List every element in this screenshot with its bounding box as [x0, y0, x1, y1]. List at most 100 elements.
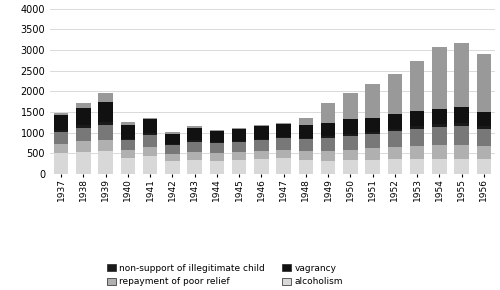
Bar: [165, 132, 180, 134]
Bar: [232, 128, 246, 129]
Bar: [366, 117, 380, 132]
Bar: [143, 147, 158, 156]
Bar: [188, 142, 202, 152]
Bar: [321, 137, 336, 138]
Bar: [165, 154, 180, 161]
Bar: [388, 74, 402, 114]
Bar: [98, 102, 113, 122]
Bar: [232, 142, 246, 152]
Bar: [232, 129, 246, 141]
Bar: [54, 132, 68, 144]
Bar: [54, 113, 68, 115]
Bar: [454, 43, 469, 107]
Bar: [343, 119, 357, 134]
Bar: [254, 151, 268, 159]
Bar: [432, 127, 446, 145]
Bar: [210, 130, 224, 131]
Bar: [98, 93, 113, 102]
Bar: [210, 153, 224, 161]
Bar: [76, 126, 90, 128]
Bar: [232, 141, 246, 142]
Bar: [276, 138, 291, 150]
Bar: [120, 139, 135, 140]
Bar: [298, 118, 313, 125]
Bar: [76, 141, 90, 152]
Bar: [298, 125, 313, 137]
Bar: [165, 145, 180, 154]
Bar: [254, 140, 268, 151]
Bar: [210, 142, 224, 143]
Bar: [321, 161, 336, 174]
Bar: [476, 146, 491, 159]
Legend: non-support of illegitimate child, repayment of poor relief, maladjustment in mu: non-support of illegitimate child, repay…: [104, 261, 406, 290]
Bar: [410, 159, 424, 174]
Bar: [232, 152, 246, 160]
Bar: [432, 47, 446, 109]
Bar: [120, 140, 135, 151]
Bar: [476, 112, 491, 126]
Bar: [54, 144, 68, 153]
Bar: [410, 111, 424, 126]
Bar: [298, 151, 313, 160]
Bar: [254, 125, 268, 126]
Bar: [410, 126, 424, 129]
Bar: [76, 128, 90, 141]
Bar: [188, 126, 202, 128]
Bar: [388, 159, 402, 174]
Bar: [366, 160, 380, 174]
Bar: [454, 123, 469, 126]
Bar: [476, 126, 491, 129]
Bar: [343, 150, 357, 160]
Bar: [210, 130, 224, 142]
Bar: [254, 159, 268, 174]
Bar: [120, 151, 135, 158]
Bar: [143, 156, 158, 174]
Bar: [188, 140, 202, 142]
Bar: [276, 158, 291, 174]
Bar: [432, 145, 446, 159]
Bar: [298, 139, 313, 151]
Bar: [298, 160, 313, 174]
Bar: [98, 140, 113, 151]
Bar: [410, 146, 424, 159]
Bar: [254, 126, 268, 139]
Bar: [476, 54, 491, 112]
Bar: [388, 114, 402, 128]
Bar: [432, 124, 446, 127]
Bar: [54, 115, 68, 130]
Bar: [276, 124, 291, 137]
Bar: [410, 61, 424, 111]
Bar: [321, 103, 336, 123]
Bar: [476, 129, 491, 146]
Bar: [410, 129, 424, 146]
Bar: [432, 159, 446, 174]
Bar: [76, 103, 90, 108]
Bar: [232, 160, 246, 174]
Bar: [366, 134, 380, 148]
Bar: [210, 161, 224, 174]
Bar: [321, 151, 336, 161]
Bar: [276, 123, 291, 124]
Bar: [366, 132, 380, 134]
Bar: [76, 108, 90, 126]
Bar: [165, 134, 180, 144]
Bar: [321, 138, 336, 151]
Bar: [143, 135, 158, 147]
Bar: [188, 128, 202, 140]
Bar: [454, 159, 469, 174]
Bar: [388, 131, 402, 147]
Bar: [98, 122, 113, 125]
Bar: [98, 151, 113, 174]
Bar: [120, 122, 135, 125]
Bar: [343, 93, 357, 119]
Bar: [454, 145, 469, 159]
Bar: [143, 119, 158, 133]
Bar: [343, 134, 357, 136]
Bar: [54, 153, 68, 174]
Bar: [343, 160, 357, 174]
Bar: [143, 133, 158, 135]
Bar: [476, 159, 491, 174]
Bar: [165, 144, 180, 145]
Bar: [54, 130, 68, 132]
Bar: [276, 150, 291, 158]
